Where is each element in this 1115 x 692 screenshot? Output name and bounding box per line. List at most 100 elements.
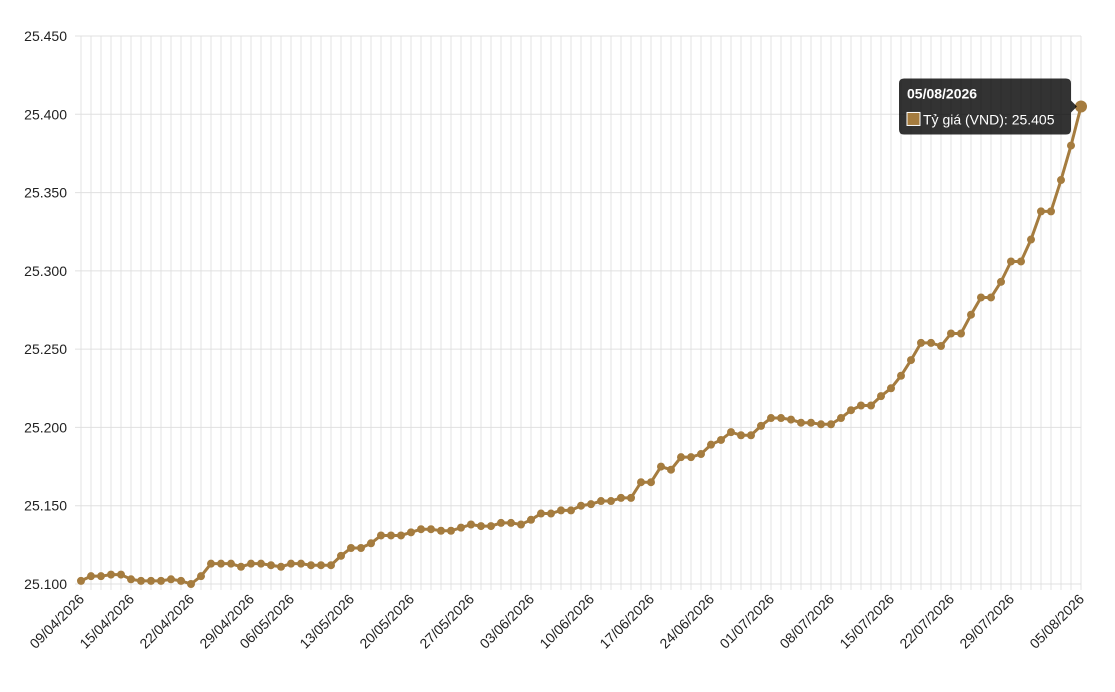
point	[537, 509, 545, 518]
point	[647, 478, 655, 487]
x-tick-label: 22/07/2026	[896, 591, 957, 652]
tooltip-swatch	[906, 111, 921, 126]
point	[1067, 141, 1075, 150]
point	[707, 440, 715, 449]
point	[867, 401, 875, 410]
point	[497, 518, 505, 527]
point	[847, 406, 855, 415]
point	[1057, 176, 1065, 185]
point	[467, 520, 475, 529]
point	[387, 531, 395, 540]
point	[367, 539, 375, 548]
x-tick-label: 20/05/2026	[356, 591, 417, 652]
point	[327, 561, 335, 570]
point	[657, 462, 665, 471]
x-tick-label: 17/06/2026	[596, 591, 657, 652]
point	[607, 497, 615, 506]
point	[827, 420, 835, 429]
point	[667, 465, 675, 474]
y-tick-label: 25.350	[24, 185, 67, 201]
x-tick-label: 05/08/2026	[1026, 591, 1087, 652]
tooltip-box	[899, 78, 1077, 135]
point	[807, 418, 815, 427]
y-tick-label: 25.400	[24, 106, 67, 122]
point	[937, 342, 945, 351]
point	[217, 559, 225, 568]
point	[527, 515, 535, 524]
point	[797, 418, 805, 427]
point	[207, 559, 215, 568]
point	[437, 526, 445, 535]
tooltip: 05/08/2026 Tỷ giá (VND): 25.405	[899, 78, 1077, 135]
y-tick-label: 25.150	[24, 498, 67, 514]
point	[347, 543, 355, 552]
point	[107, 570, 115, 579]
point	[747, 431, 755, 440]
point	[837, 414, 845, 423]
point	[757, 421, 765, 430]
point	[917, 338, 925, 347]
point	[617, 493, 625, 502]
point	[987, 293, 995, 302]
point	[317, 561, 325, 570]
point	[697, 450, 705, 459]
y-tick-label: 25.300	[24, 263, 67, 279]
point	[127, 575, 135, 584]
x-tick-label: 29/07/2026	[956, 591, 1017, 652]
point	[147, 576, 155, 585]
point	[1027, 235, 1035, 244]
point	[907, 356, 915, 365]
point	[257, 559, 265, 568]
point	[247, 559, 255, 568]
point	[887, 384, 895, 393]
point	[677, 453, 685, 462]
point	[227, 559, 235, 568]
point	[97, 572, 105, 581]
tooltip-body: Tỷ giá (VND): 25.405	[923, 111, 1055, 127]
x-tick-label: 08/07/2026	[776, 591, 837, 652]
point	[137, 576, 145, 585]
point	[997, 277, 1005, 286]
point	[297, 559, 305, 568]
point	[547, 509, 555, 518]
tooltip-series: Tỷ giá (VND)	[923, 111, 1004, 127]
y-tick-label: 25.200	[24, 419, 67, 435]
x-tick-label: 01/07/2026	[716, 591, 777, 652]
point	[517, 520, 525, 529]
y-tick-label: 25.450	[24, 28, 67, 44]
y-tick-label: 25.100	[24, 576, 67, 592]
point	[787, 415, 795, 424]
point	[197, 572, 205, 581]
point	[417, 525, 425, 534]
point	[687, 453, 695, 462]
point	[1047, 207, 1055, 216]
point	[167, 575, 175, 584]
tooltip-title: 05/08/2026	[907, 85, 977, 101]
point	[287, 559, 295, 568]
tooltip-sep: :	[1004, 111, 1012, 127]
x-tick-label: 03/06/2026	[476, 591, 537, 652]
point	[377, 531, 385, 540]
point	[177, 576, 185, 585]
point	[477, 522, 485, 531]
point	[1075, 100, 1087, 113]
point	[727, 428, 735, 437]
point	[737, 431, 745, 440]
point	[507, 518, 515, 527]
point	[157, 576, 165, 585]
point	[1017, 257, 1025, 266]
point	[957, 329, 965, 338]
point	[457, 523, 465, 532]
point	[277, 562, 285, 571]
point	[1007, 257, 1015, 266]
x-tick-label: 27/05/2026	[416, 591, 477, 652]
point	[267, 561, 275, 570]
point	[237, 562, 245, 571]
point	[307, 561, 315, 570]
point	[337, 551, 345, 560]
point	[947, 329, 955, 338]
x-tick-label: 15/04/2026	[76, 591, 137, 652]
point	[777, 414, 785, 423]
point	[187, 580, 195, 588]
point	[397, 531, 405, 540]
